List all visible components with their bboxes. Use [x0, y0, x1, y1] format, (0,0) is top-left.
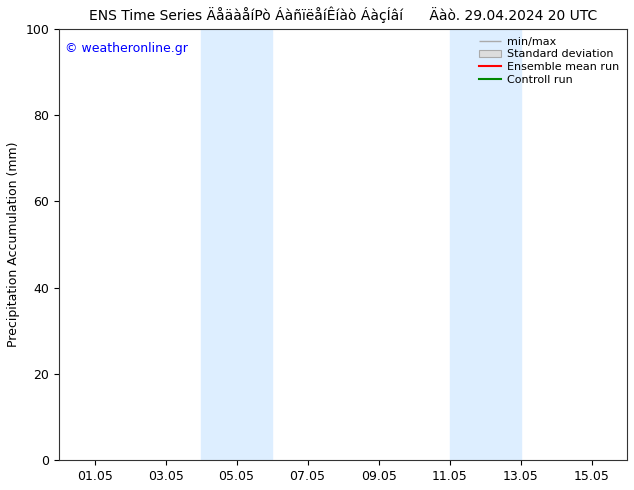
Bar: [201, 29, 272, 460]
Title: ENS Time Series ÄåäàåíPò ÁàñïëåíÊíàò ÁàçÍâí      Äàò. 29.04.2024 20 UTC: ENS Time Series ÄåäàåíPò ÁàñïëåíÊíàò Áàç…: [89, 7, 597, 24]
Bar: [450, 29, 521, 460]
Text: © weatheronline.gr: © weatheronline.gr: [65, 42, 188, 55]
Legend: min/max, Standard deviation, Ensemble mean run, Controll run: min/max, Standard deviation, Ensemble me…: [477, 34, 621, 87]
Y-axis label: Precipitation Accumulation (mm): Precipitation Accumulation (mm): [7, 142, 20, 347]
